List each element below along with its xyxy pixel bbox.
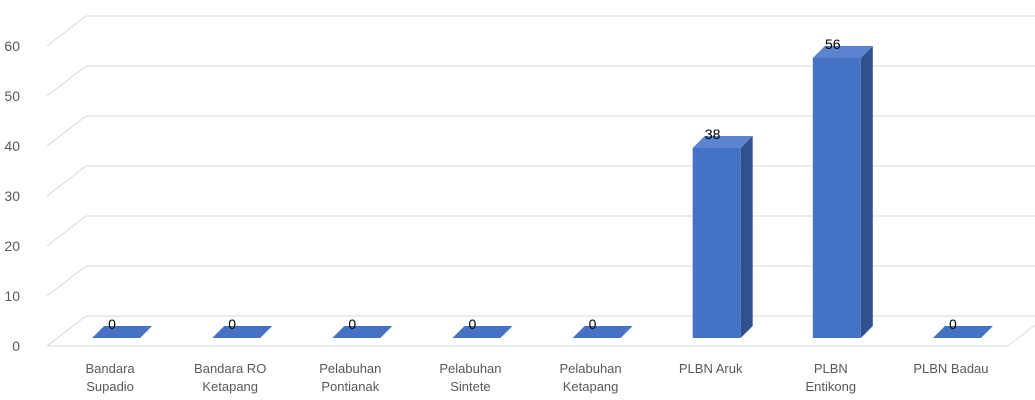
bar-front — [692, 148, 741, 338]
bar-front — [812, 58, 861, 338]
grid-line-diag — [46, 265, 87, 297]
bar — [92, 326, 153, 338]
x-tick-label: Pelabuhan Ketapang — [559, 361, 621, 394]
bar-side — [860, 46, 873, 338]
y-tick-label: 20 — [4, 238, 20, 254]
data-label: 0 — [108, 316, 116, 332]
bar — [572, 326, 633, 338]
grid-line-diag — [46, 315, 87, 347]
bar — [212, 326, 273, 338]
bars: 0 0 0 0 0 38 56 0 — [92, 36, 993, 338]
y-tick-label: 60 — [4, 38, 20, 54]
grid-line-diag — [46, 165, 87, 197]
grid-line-diag — [46, 215, 87, 247]
x-tick-label: Bandara Supadio — [85, 361, 135, 394]
y-axis-ticks: 0 10 20 30 40 50 60 — [4, 38, 20, 354]
y-tick-label: 50 — [4, 88, 20, 104]
data-label: 0 — [469, 316, 477, 332]
bar — [452, 326, 513, 338]
bar-top — [932, 326, 993, 338]
data-label: 0 — [949, 316, 957, 332]
bar-top — [452, 326, 513, 338]
x-tick-label: PLBN Aruk — [679, 361, 743, 376]
x-tick-label: Bandara RO Ketapang — [194, 361, 266, 394]
y-tick-label: 40 — [4, 138, 20, 154]
grid-line-diag — [46, 115, 87, 147]
grid-lines — [46, 15, 1035, 347]
data-label: 38 — [705, 126, 721, 142]
x-tick-label: Pelabuhan Pontianak — [319, 361, 381, 394]
bar-top — [812, 46, 873, 58]
grid-line-diag — [46, 15, 87, 47]
y-tick-label: 10 — [4, 288, 20, 304]
floor-right-edge — [1007, 324, 1035, 347]
x-tick-label: PLBN Entikong — [806, 361, 857, 394]
bar — [932, 326, 993, 338]
bar — [332, 326, 393, 338]
bar-top — [212, 326, 273, 338]
x-axis-ticks: Bandara Supadio Bandara RO Ketapang Pelabuha… — [85, 361, 988, 394]
bar-top — [332, 326, 393, 338]
bar-top — [572, 326, 633, 338]
data-label: 56 — [825, 36, 841, 52]
bar — [812, 46, 873, 338]
bar — [692, 136, 753, 338]
data-label: 0 — [228, 316, 236, 332]
y-tick-label: 30 — [4, 188, 20, 204]
data-label: 0 — [589, 316, 597, 332]
x-tick-label: PLBN Badau — [913, 361, 988, 376]
bar-side — [740, 136, 753, 338]
bar-top — [692, 136, 753, 148]
data-label: 0 — [348, 316, 356, 332]
y-tick-label: 0 — [12, 338, 20, 354]
bar-top — [92, 326, 153, 338]
grid-line-diag — [46, 65, 87, 97]
x-tick-label: Pelabuhan Sintete — [439, 361, 501, 394]
